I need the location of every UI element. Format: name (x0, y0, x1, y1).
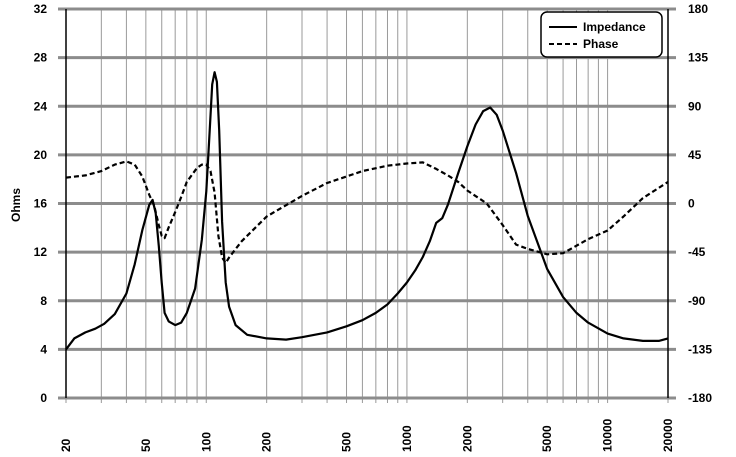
y-tick-label: 12 (34, 245, 48, 259)
y2-tick-label: -45 (688, 245, 706, 259)
x-tick-label: 500 (340, 432, 354, 452)
y2-tick-label: 0 (688, 197, 695, 211)
x-tick-label: 1000 (400, 425, 414, 452)
x-tick-label: 10000 (601, 418, 615, 452)
x-tick-label: 20 (59, 438, 73, 452)
y2-tick-label: 180 (688, 2, 708, 16)
x-tick-label: 50 (139, 438, 153, 452)
left-y-tick-labels: 0 4 8 12 16 20 24 28 32 (34, 2, 48, 405)
series-layer (65, 71, 669, 351)
x-tick-label: 100 (199, 432, 213, 452)
y2-tick-label: -135 (688, 342, 712, 356)
legend: Impedance Phase (540, 11, 663, 58)
x-tick-label: 5000 (540, 425, 554, 452)
y2-tick-label: -90 (688, 294, 706, 308)
y-tick-label: 24 (34, 99, 48, 113)
x-tick-label: 2000 (460, 425, 474, 452)
legend-box (540, 11, 663, 58)
x-tick-label: 200 (260, 432, 274, 452)
y-tick-label: 28 (34, 51, 48, 65)
y-tick-label: 8 (40, 294, 47, 308)
y2-tick-label: -180 (688, 391, 712, 405)
series-line-phase (65, 160, 669, 264)
legend-label-phase: Phase (583, 37, 619, 51)
y-axis-title: Ohms (9, 188, 23, 222)
y-tick-label: 20 (34, 148, 48, 162)
x-tick-labels: 20 50 100 200 500 1000 2000 5000 10000 20000 (59, 418, 675, 452)
y-tick-label: 4 (40, 342, 47, 356)
right-y-tick-labels: -180 -135 -90 -45 0 45 90 135 180 (688, 2, 712, 405)
y2-tick-label: 90 (688, 99, 702, 113)
y-tick-label: 16 (34, 197, 48, 211)
y-tick-label: 0 (40, 391, 47, 405)
legend-label-impedance: Impedance (583, 20, 646, 34)
y-tick-label: 32 (34, 2, 48, 16)
y2-tick-label: 45 (688, 148, 702, 162)
x-tick-label: 20000 (661, 418, 675, 452)
y2-tick-label: 135 (688, 51, 708, 65)
horizontal-gridlines (58, 7, 676, 400)
